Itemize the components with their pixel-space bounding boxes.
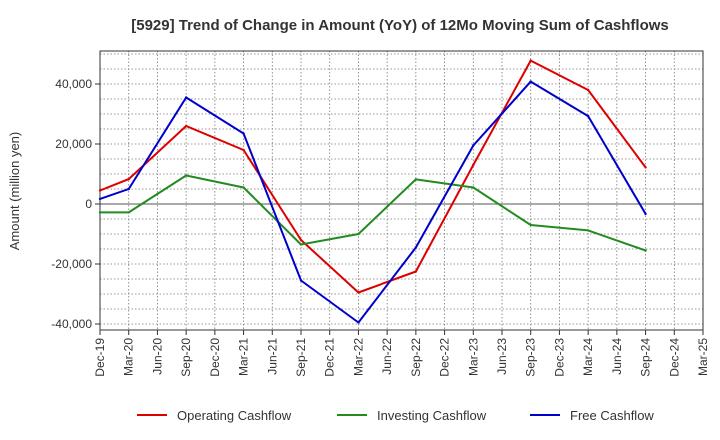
data-point-operating-cashflow: [472, 163, 475, 167]
x-tick-label: Sep-23: [524, 338, 538, 377]
data-point-investing-cashflow: [299, 243, 303, 246]
legend-label-investing-cashflow: Investing Cashflow: [377, 408, 487, 423]
y-tick-label: 20,000: [55, 137, 92, 151]
data-point-investing-cashflow: [242, 186, 245, 189]
data-point-investing-cashflow: [586, 229, 590, 232]
data-point-free-cashflow: [299, 279, 303, 282]
data-point-free-cashflow: [242, 132, 245, 135]
data-point-operating-cashflow: [299, 238, 303, 242]
data-point-investing-cashflow: [472, 186, 475, 189]
y-axis-label: Amount (million yen): [7, 132, 22, 251]
data-point-free-cashflow: [414, 246, 418, 249]
data-point-free-cashflow: [357, 321, 360, 324]
data-point-operating-cashflow: [586, 88, 590, 92]
x-tick-label: Dec-23: [552, 338, 566, 377]
data-point-free-cashflow: [98, 197, 102, 201]
data-point-free-cashflow: [127, 187, 130, 191]
data-point-operating-cashflow: [127, 177, 130, 181]
data-point-investing-cashflow: [184, 174, 188, 177]
x-tick-label: Jun-21: [265, 338, 279, 375]
x-tick-label: Sep-20: [179, 338, 193, 377]
data-point-operating-cashflow: [357, 291, 360, 294]
data-point-investing-cashflow: [414, 178, 418, 181]
data-point-free-cashflow: [644, 212, 647, 216]
legend-label-free-cashflow: Free Cashflow: [570, 408, 654, 423]
data-point-investing-cashflow: [357, 232, 360, 236]
chart-title: [5929] Trend of Change in Amount (YoY) o…: [131, 17, 669, 34]
x-tick-label: Dec-21: [323, 338, 337, 377]
x-tick-label: Dec-24: [667, 338, 681, 377]
x-tick-label: Mar-21: [237, 338, 251, 376]
x-tick-label: Sep-22: [409, 338, 423, 377]
legend-label-operating-cashflow: Operating Cashflow: [177, 408, 292, 423]
x-tick-label: Sep-21: [294, 338, 308, 377]
data-point-operating-cashflow: [414, 270, 418, 273]
x-tick-label: Sep-24: [639, 338, 653, 377]
x-tick-label: Mar-23: [466, 338, 480, 376]
x-tick-label: Dec-22: [438, 338, 452, 377]
x-tick-label: Jun-24: [610, 338, 624, 375]
y-tick-label: -20,000: [51, 257, 92, 271]
plot-background: [100, 51, 703, 330]
x-tick-label: Mar-25: [696, 338, 710, 376]
data-point-operating-cashflow: [242, 148, 245, 152]
x-tick-label: Dec-20: [208, 338, 222, 377]
x-tick-label: Jun-20: [150, 338, 164, 375]
y-tick-label: 40,000: [55, 77, 92, 91]
data-point-investing-cashflow: [644, 249, 647, 252]
data-point-operating-cashflow: [644, 166, 647, 169]
x-tick-label: Mar-24: [581, 338, 595, 376]
data-point-investing-cashflow: [127, 211, 130, 214]
x-tick-label: Jun-22: [380, 338, 394, 375]
data-point-operating-cashflow: [529, 59, 532, 62]
x-tick-label: Mar-20: [122, 338, 136, 376]
x-tick-label: Jun-23: [495, 338, 509, 375]
data-point-free-cashflow: [472, 144, 475, 147]
x-tick-label: Mar-22: [351, 338, 365, 376]
data-point-free-cashflow: [586, 114, 590, 118]
data-point-free-cashflow: [529, 80, 532, 83]
legend: Operating Cashflow Investing Cashflow Free…: [137, 408, 654, 423]
data-point-investing-cashflow: [98, 211, 102, 214]
data-point-operating-cashflow: [98, 189, 102, 192]
data-point-free-cashflow: [184, 96, 188, 99]
y-tick-label: 0: [85, 197, 92, 211]
y-tick-label: -40,000: [51, 317, 92, 331]
x-tick-label: Dec-19: [93, 338, 107, 377]
data-point-investing-cashflow: [529, 223, 532, 227]
data-point-operating-cashflow: [184, 124, 188, 128]
